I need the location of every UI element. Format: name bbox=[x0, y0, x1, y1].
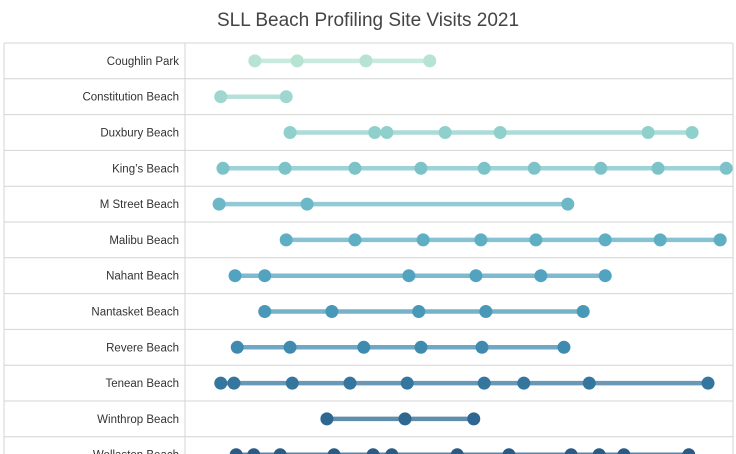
visit-dot bbox=[230, 340, 244, 354]
chart-title: SLL Beach Profiling Site Visits 2021 bbox=[216, 10, 520, 31]
visit-dot bbox=[416, 233, 430, 247]
visit-dot bbox=[343, 376, 357, 390]
row-label: King’s Beach bbox=[112, 163, 179, 175]
visit-dot bbox=[400, 376, 414, 390]
visit-dot bbox=[685, 126, 699, 139]
visit-dot bbox=[283, 126, 297, 139]
visit-dot bbox=[357, 340, 371, 354]
visit-dot bbox=[279, 90, 293, 104]
visit-dot bbox=[227, 376, 241, 390]
visit-dot bbox=[450, 448, 464, 454]
row-label: Malibu Beach bbox=[109, 235, 179, 247]
visit-dot bbox=[283, 340, 297, 354]
visit-dot bbox=[719, 161, 733, 175]
visit-dot bbox=[641, 126, 655, 139]
visit-dot bbox=[527, 161, 541, 175]
row-label: Tenean Beach bbox=[105, 378, 179, 390]
visit-dot bbox=[557, 340, 571, 354]
row-label: Revere Beach bbox=[106, 342, 179, 354]
visit-dot bbox=[348, 233, 362, 247]
visit-dot bbox=[598, 233, 612, 247]
row-label: Wollaston Beach bbox=[93, 450, 179, 454]
visit-dot bbox=[348, 161, 362, 175]
row-label: Constitution Beach bbox=[82, 92, 179, 104]
visit-dot bbox=[248, 54, 262, 68]
visit-dot bbox=[228, 269, 242, 283]
visit-dot bbox=[229, 448, 243, 454]
visit-dot bbox=[713, 233, 727, 247]
visit-dot bbox=[423, 54, 437, 68]
visit-dot bbox=[216, 161, 230, 175]
visit-dot bbox=[285, 376, 299, 390]
visit-dot bbox=[212, 197, 226, 211]
row-label: Nantasket Beach bbox=[91, 307, 179, 319]
visit-dot bbox=[290, 54, 304, 68]
visit-dot bbox=[214, 90, 228, 104]
visit-dot bbox=[327, 448, 341, 454]
visit-dot bbox=[653, 233, 667, 247]
visit-dot bbox=[701, 376, 715, 390]
visit-dot bbox=[247, 448, 261, 454]
visit-dot bbox=[517, 376, 531, 390]
visit-dot bbox=[682, 448, 696, 454]
visit-dot bbox=[564, 448, 578, 454]
visit-dot bbox=[582, 376, 596, 390]
visit-dot bbox=[366, 448, 380, 454]
row-label: Nahant Beach bbox=[106, 271, 179, 283]
visit-dot bbox=[467, 412, 481, 426]
visit-dot bbox=[300, 197, 314, 211]
visit-dot bbox=[320, 412, 334, 426]
visit-dot bbox=[438, 126, 452, 139]
visit-dot bbox=[414, 340, 428, 354]
visit-dot bbox=[561, 197, 575, 211]
visit-dot bbox=[258, 305, 272, 318]
visit-dot bbox=[368, 126, 382, 139]
row-label: Winthrop Beach bbox=[97, 414, 179, 426]
visit-dot bbox=[414, 161, 428, 175]
visit-dot bbox=[651, 161, 665, 175]
visit-dot bbox=[385, 448, 399, 454]
visit-dot bbox=[279, 233, 293, 247]
visit-dot bbox=[477, 161, 491, 175]
visit-dot bbox=[380, 126, 394, 139]
visit-dot bbox=[479, 305, 493, 318]
visit-dot bbox=[258, 269, 272, 283]
visit-dot bbox=[598, 269, 612, 283]
row-label: M Street Beach bbox=[100, 199, 179, 211]
visit-dot bbox=[474, 233, 488, 247]
visit-dot bbox=[273, 448, 287, 454]
visit-dot bbox=[576, 305, 590, 318]
visit-dot bbox=[529, 233, 543, 247]
row-label: Duxbury Beach bbox=[100, 128, 179, 140]
visit-dot bbox=[534, 269, 548, 283]
visit-dot bbox=[469, 269, 483, 283]
visit-dot bbox=[398, 412, 412, 426]
visit-dot bbox=[359, 54, 373, 68]
visit-dot bbox=[592, 448, 606, 454]
visit-dot bbox=[402, 269, 416, 283]
row-label: Coughlin Park bbox=[107, 56, 179, 68]
visit-dot bbox=[502, 448, 516, 454]
visit-dot bbox=[493, 126, 507, 139]
visit-dot bbox=[325, 305, 339, 318]
visit-dot bbox=[214, 376, 228, 390]
visit-dot bbox=[475, 340, 489, 354]
visit-dot bbox=[617, 448, 631, 454]
visit-dot bbox=[477, 376, 491, 390]
visit-dot bbox=[412, 305, 426, 318]
visit-dot bbox=[278, 161, 292, 175]
visit-dot bbox=[594, 161, 608, 175]
